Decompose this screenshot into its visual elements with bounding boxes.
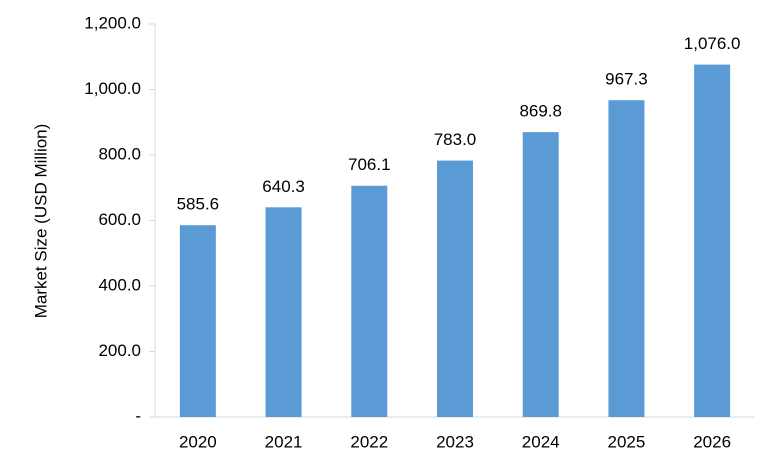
bar [265, 207, 302, 417]
bar [522, 132, 559, 417]
x-tick-label: 2023 [436, 432, 474, 451]
y-axis-title: Market Size (USD Million) [31, 124, 50, 319]
y-tick-label: 400.0 [98, 275, 141, 294]
value-label: 585.6 [177, 195, 220, 214]
y-tick-label: 1,200.0 [84, 13, 141, 32]
value-label: 1,076.0 [684, 34, 741, 53]
y-tick-label: 1,000.0 [84, 79, 141, 98]
bar [694, 64, 731, 418]
value-label: 869.8 [519, 102, 562, 121]
x-tick-label: 2026 [693, 432, 731, 451]
value-label: 783.0 [434, 130, 477, 149]
y-tick-label: 800.0 [98, 144, 141, 163]
x-tick-label: 2020 [179, 432, 217, 451]
x-tick-label: 2025 [608, 432, 646, 451]
y-tick-label: - [135, 406, 141, 425]
value-label: 706.1 [348, 155, 391, 174]
value-label: 640.3 [262, 177, 305, 196]
bar [179, 225, 216, 417]
bar [351, 185, 388, 417]
y-tick-label: 200.0 [98, 341, 141, 360]
value-label: 967.3 [605, 70, 648, 89]
bar [437, 160, 473, 417]
x-tick-label: 2024 [522, 432, 560, 451]
y-tick-label: 600.0 [98, 210, 141, 229]
x-tick-label: 2021 [265, 432, 303, 451]
bar [608, 100, 645, 417]
x-tick-label: 2022 [350, 432, 388, 451]
